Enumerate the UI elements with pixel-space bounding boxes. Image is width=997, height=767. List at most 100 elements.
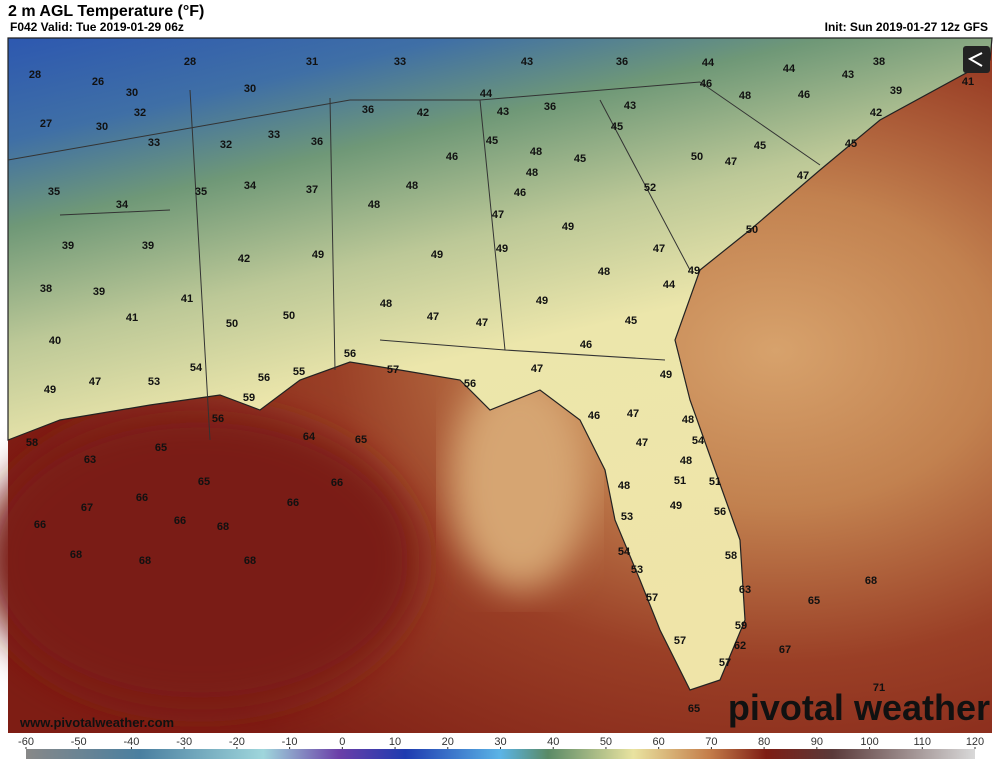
temp-label: 49	[496, 243, 508, 255]
temp-label: 66	[331, 477, 343, 489]
temp-label: 68	[70, 549, 82, 561]
init-time: Init: Sun 2019-01-27 12z GFS	[825, 20, 988, 34]
temp-label: 47	[725, 156, 737, 168]
temp-label: 46	[446, 151, 458, 163]
temp-label: 49	[44, 384, 56, 396]
colorbar-tick-label: -20	[229, 736, 245, 748]
temp-label: 48	[739, 90, 751, 102]
temp-label: 66	[287, 497, 299, 509]
temp-label: 30	[244, 83, 256, 95]
temp-label: 48	[380, 298, 392, 310]
temp-label: 39	[890, 85, 902, 97]
temp-label: 62	[734, 640, 746, 652]
temp-label: 34	[116, 199, 129, 211]
temp-label: 65	[198, 476, 210, 488]
colorbar-tick-label: 10	[389, 736, 401, 748]
temp-label: 46	[798, 89, 810, 101]
temp-label: 48	[618, 480, 630, 492]
temp-label: 32	[134, 107, 146, 119]
temp-label: 33	[148, 137, 160, 149]
temp-label: 47	[89, 376, 101, 388]
colorbar	[26, 749, 975, 759]
colorbar-tick-label: 70	[705, 736, 717, 748]
land	[7, 37, 993, 691]
colorbar-tick-label: 40	[547, 736, 559, 748]
temp-label: 64	[303, 431, 316, 443]
temp-label: 32	[220, 139, 232, 151]
temp-label: 47	[627, 408, 639, 420]
colorbar-tick-label: 50	[600, 736, 612, 748]
temp-label: 49	[312, 249, 324, 261]
temp-label: 68	[865, 575, 877, 587]
temp-label: 45	[611, 121, 623, 133]
temp-label: 53	[148, 376, 160, 388]
temp-label: 35	[195, 186, 207, 198]
temp-label: 48	[680, 455, 692, 467]
temp-label: 68	[244, 555, 256, 567]
colorbar-tick-label: 0	[339, 736, 345, 748]
temp-label: 66	[136, 492, 148, 504]
temp-label: 50	[283, 310, 295, 322]
colorbar-tick-label: 120	[966, 736, 984, 748]
temp-label: 31	[306, 56, 318, 68]
logo: pivotal weather	[728, 687, 990, 728]
state-borders	[7, 81, 821, 441]
share-button[interactable]	[963, 46, 990, 73]
temp-label: 47	[636, 437, 648, 449]
colorbar-tick-label: 100	[860, 736, 878, 748]
temp-label: 56	[464, 378, 476, 390]
temp-label: 45	[625, 315, 637, 327]
temp-label: 36	[544, 101, 556, 113]
colorbar-tick-label: -60	[18, 736, 34, 748]
temp-label: 43	[497, 106, 509, 118]
colorbar-tick-label: 20	[442, 736, 454, 748]
temp-label: 49	[660, 369, 672, 381]
temp-label: 67	[779, 644, 791, 656]
colorbar-tick-label: 90	[811, 736, 823, 748]
temp-label: 47	[476, 317, 488, 329]
temp-label: 57	[674, 635, 686, 647]
temp-label: 36	[362, 104, 374, 116]
temp-label: 66	[34, 519, 46, 531]
temp-label: 35	[48, 186, 60, 198]
temp-label: 49	[670, 500, 682, 512]
temp-label: 58	[26, 437, 38, 449]
temp-label: 51	[709, 476, 721, 488]
temp-label: 68	[139, 555, 151, 567]
temp-label: 30	[96, 121, 108, 133]
temp-label: 44	[702, 57, 715, 69]
temp-label: 59	[735, 620, 747, 632]
temp-label: 43	[624, 100, 636, 112]
temp-label: 48	[406, 180, 418, 192]
temp-label: 57	[646, 592, 658, 604]
temp-label: 50	[746, 224, 758, 236]
temp-label: 48	[526, 167, 538, 179]
temp-label: 58	[725, 550, 737, 562]
temp-label: 50	[691, 151, 703, 163]
temp-label: 39	[93, 286, 105, 298]
temp-label: 45	[845, 138, 857, 150]
temp-label: 47	[531, 363, 543, 375]
temp-label: 46	[588, 410, 600, 422]
temp-label: 46	[700, 78, 712, 90]
temp-label: 33	[268, 129, 280, 141]
temp-label: 36	[616, 56, 628, 68]
temp-label: 42	[870, 107, 882, 119]
temp-label: 71	[873, 682, 885, 694]
temp-label: 42	[417, 107, 429, 119]
watermark: www.pivotalweather.com	[19, 715, 174, 730]
temp-label: 45	[486, 135, 498, 147]
temp-label: 49	[688, 265, 700, 277]
temp-label: 65	[688, 703, 700, 715]
temp-label: 57	[387, 364, 399, 376]
temp-label: 37	[306, 184, 318, 196]
temp-label: 56	[258, 372, 270, 384]
colorbar-tick-label: -30	[176, 736, 192, 748]
temp-label: 43	[521, 56, 533, 68]
temp-label: 45	[754, 140, 766, 152]
temp-label: 50	[226, 318, 238, 330]
temp-label: 65	[808, 595, 820, 607]
temp-label: 33	[394, 56, 406, 68]
temp-label: 38	[40, 283, 52, 295]
